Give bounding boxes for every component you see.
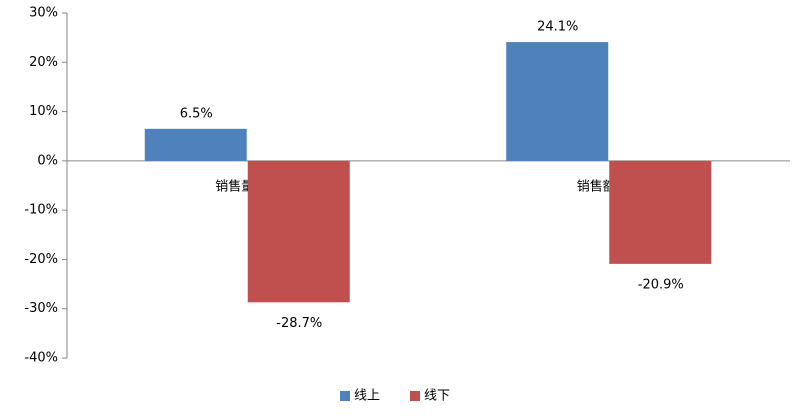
bar (506, 42, 609, 161)
value-label: 6.5% (180, 106, 213, 121)
y-tick-label: -10% (24, 203, 58, 218)
bar (609, 160, 712, 264)
value-label: -20.9% (638, 277, 684, 292)
y-tick-label: 0% (37, 153, 58, 168)
value-label: -28.7% (276, 316, 322, 331)
legend-label: 线下 (424, 389, 450, 404)
legend-label: 线上 (354, 389, 380, 404)
legend-swatch (340, 391, 350, 401)
bar (247, 160, 350, 303)
y-tick-label: 10% (29, 104, 58, 119)
y-tick-label: -20% (24, 252, 58, 267)
y-tick-label: 30% (29, 6, 58, 21)
y-tick-label: -30% (24, 301, 58, 316)
legend-swatch (410, 391, 420, 401)
y-tick-label: -40% (24, 351, 58, 366)
value-label: 24.1% (537, 20, 578, 35)
bar (144, 128, 247, 161)
y-tick-label: 20% (29, 55, 58, 70)
